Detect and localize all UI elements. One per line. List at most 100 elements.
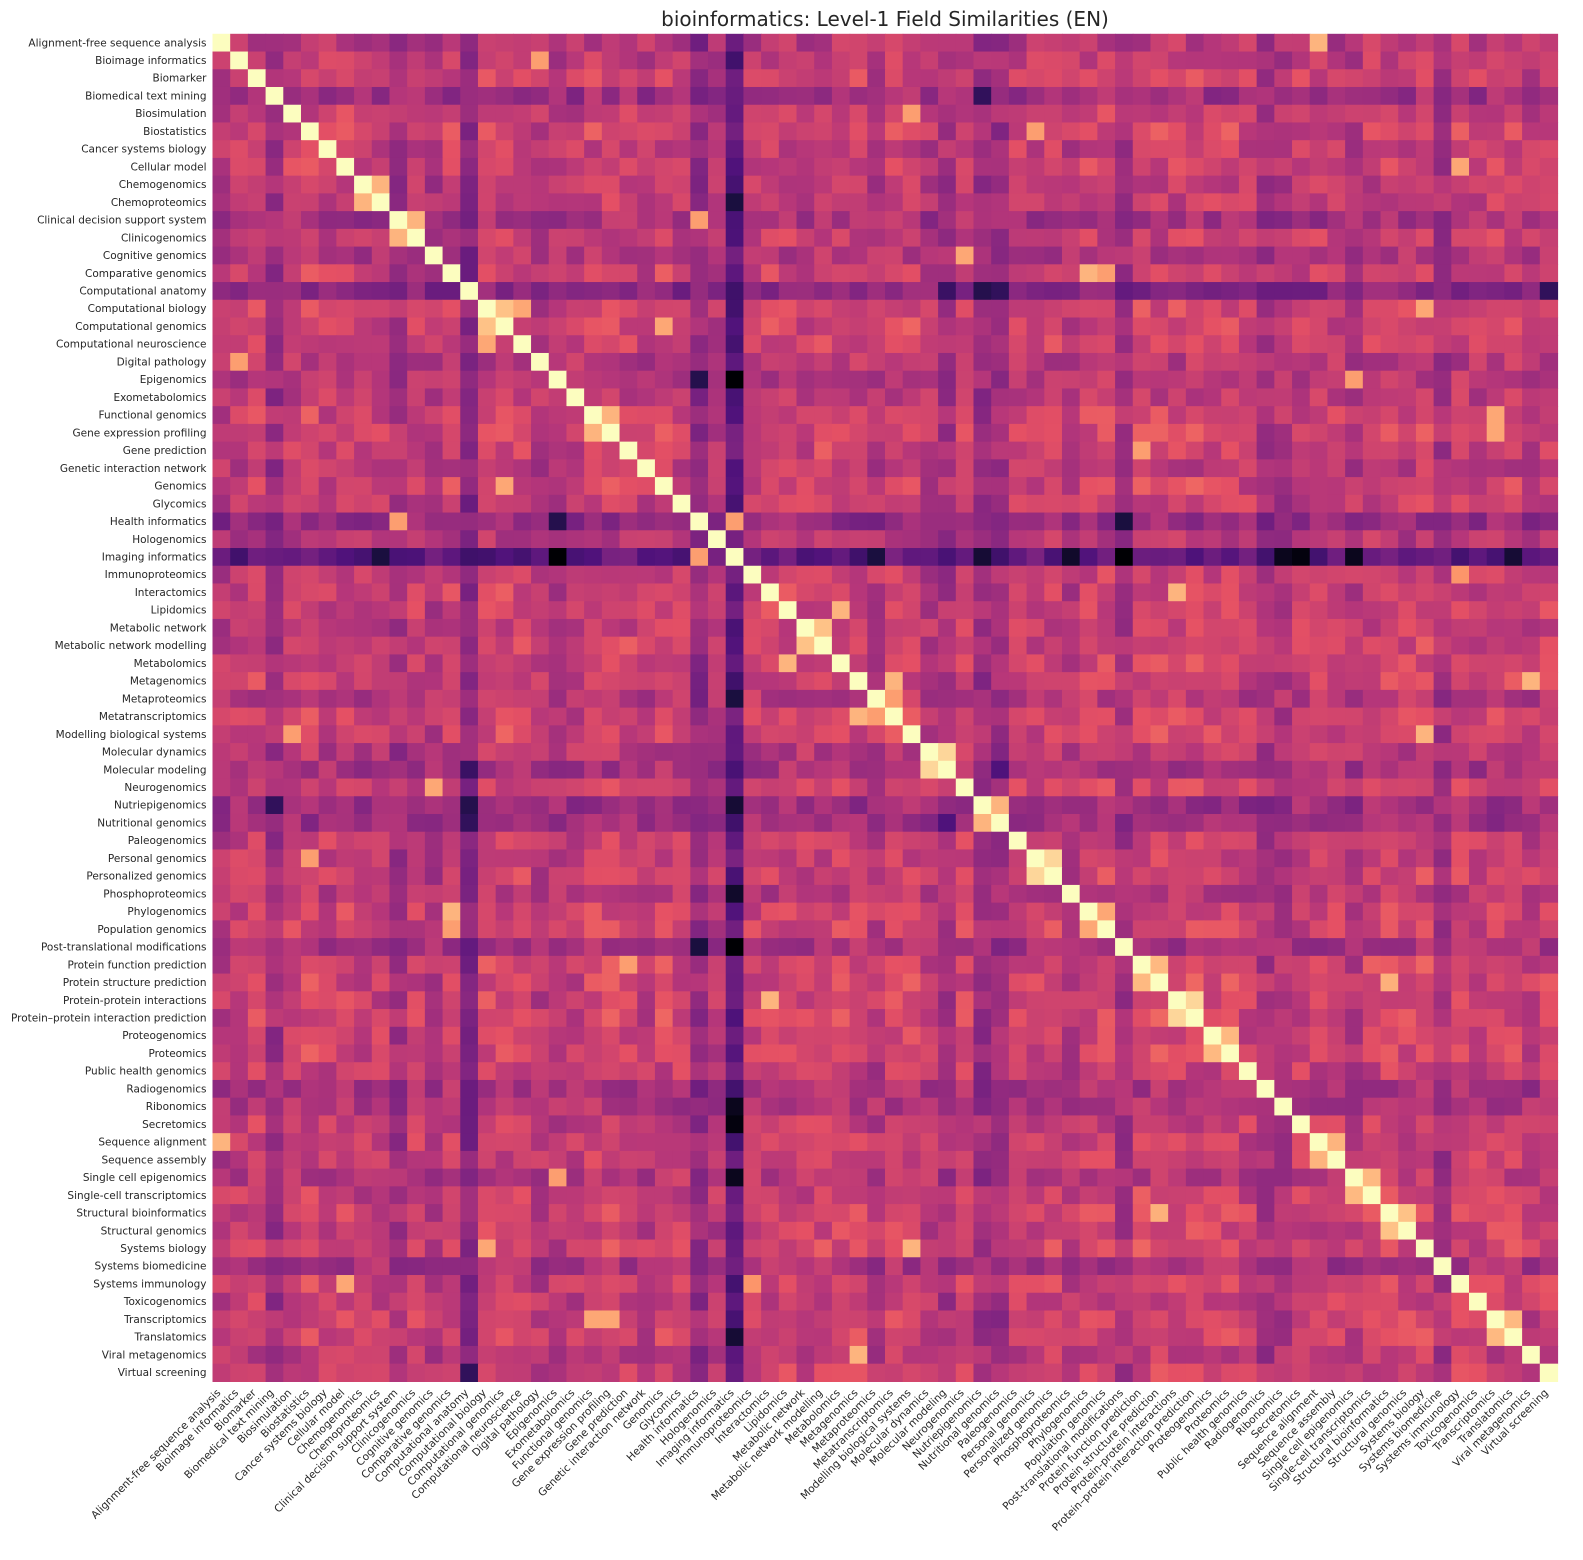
heatmap-cell [743,920,762,939]
heatmap-cell [1522,140,1541,159]
heatmap-cell [672,601,691,620]
heatmap-cell [1221,512,1240,531]
heatmap-cell [247,1062,267,1081]
heatmap-cell [584,406,603,425]
heatmap-cell [920,157,939,177]
heatmap-cell [1079,601,1098,620]
heatmap-cell [1132,1044,1152,1063]
heatmap-cell [1469,920,1488,939]
heatmap-cell [230,813,249,833]
heatmap-cell [1168,902,1187,921]
heatmap-cell [1309,459,1329,478]
chart-title: bioinformatics: Level-1 Field Similariti… [661,7,1109,31]
heatmap-cell [1469,477,1488,496]
heatmap-cell [1203,991,1222,1010]
heatmap-cell [1362,104,1382,124]
heatmap-cell [1150,459,1169,478]
heatmap-cell [1345,955,1364,975]
heatmap-cell [1274,1026,1293,1046]
heatmap-cell [761,423,780,443]
heatmap-cell [1132,477,1152,496]
heatmap-cell [424,938,444,957]
heatmap-cell [283,299,302,319]
heatmap-cell [725,423,745,443]
heatmap-cell [1451,299,1470,319]
heatmap-cell [991,140,1010,159]
heatmap-cell [1486,707,1506,726]
heatmap-cell [867,1097,886,1117]
heatmap-cell [814,352,833,372]
heatmap-cell [991,157,1010,177]
heatmap-cell [1238,211,1258,230]
heatmap-cell [1469,370,1488,390]
heatmap-cell [991,86,1010,106]
heatmap-cell [1115,33,1134,53]
heatmap-cell [725,831,745,851]
heatmap-cell [283,1168,302,1187]
heatmap-cell [1061,707,1081,726]
heatmap-cell [885,512,904,531]
heatmap-cell [672,1133,691,1152]
heatmap-cell [371,33,391,53]
heatmap-cell [265,884,284,904]
heatmap-cell [1292,618,1311,638]
heatmap-cell [1469,51,1488,70]
heatmap-cell [1203,796,1222,815]
heatmap-cell [354,86,373,106]
heatmap-cell [513,86,532,106]
heatmap-cell [1398,175,1417,194]
heatmap-cell [743,955,762,975]
heatmap-cell [513,104,532,124]
heatmap-cell [849,813,868,833]
heatmap-cell [230,246,249,265]
heatmap-cell [761,494,780,514]
heatmap-cell [424,1062,444,1081]
heatmap-cell [584,760,603,780]
heatmap-cell [1168,157,1187,177]
heatmap-cell [495,211,514,230]
heatmap-cell [743,459,762,478]
heatmap-cell [442,157,461,177]
heatmap-cell [849,636,868,655]
heatmap-cell [1203,335,1222,354]
heatmap-cell [761,352,780,372]
heatmap-cell [354,33,373,53]
heatmap-cell [1203,654,1222,673]
heatmap-cell [1327,352,1346,372]
heatmap-cell [1044,1062,1063,1081]
heatmap-cell [477,760,497,780]
heatmap-cell [1115,104,1134,124]
heatmap-cell [495,335,514,354]
heatmap-cell [1433,104,1452,124]
heatmap-cell [938,601,957,620]
heatmap-cell [814,743,833,762]
heatmap-cell [212,370,231,390]
heatmap-cell [477,122,497,141]
heatmap-cell [1486,423,1506,443]
heatmap-cell [973,920,992,939]
heatmap-cell [354,1026,373,1046]
heatmap-cell [495,69,514,88]
heatmap-cell [1150,1044,1169,1063]
heatmap-cell [495,973,514,992]
heatmap-cell [1185,69,1205,88]
heatmap-cell [318,725,337,744]
heatmap-cell [761,317,780,336]
heatmap-cell [831,335,851,354]
heatmap-cell [371,1115,391,1134]
heatmap-cell [1522,423,1541,443]
heatmap-cell [708,867,727,886]
heatmap-cell [247,955,267,975]
heatmap-cell [637,548,656,567]
heatmap-cell [1522,193,1541,212]
heatmap-cell [725,140,745,159]
heatmap-cell [477,175,497,194]
heatmap-cell [442,654,461,673]
heatmap-cell [566,636,585,655]
heatmap-cell [1504,140,1523,159]
heatmap-cell [796,707,815,726]
heatmap-cell [265,406,284,425]
heatmap-cell [1504,601,1523,620]
heatmap-cell [1168,991,1187,1010]
heatmap-cell [584,796,603,815]
